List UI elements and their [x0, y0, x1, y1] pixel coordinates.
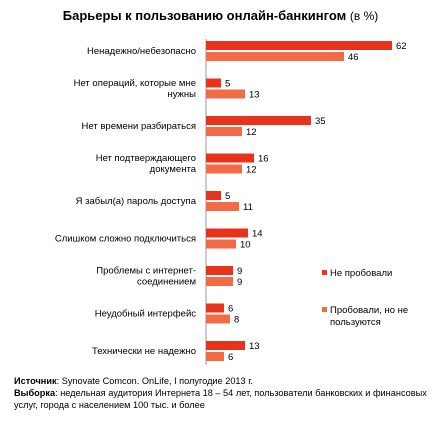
bar-s0-c4 [206, 191, 221, 200]
value-label-s0-c4: 5 [225, 191, 230, 202]
value-label-s0-c1: 5 [225, 79, 230, 90]
source-label: Источник [14, 376, 57, 386]
value-label-s0-c7: 6 [228, 304, 233, 315]
bar-s1-c1 [206, 89, 245, 99]
sample-note: Выборка: недельная аудитория Интернета 1… [14, 387, 434, 411]
sample-label: Выборка [14, 388, 56, 399]
bar-chart: Ненадежно/небезопасно 62 46 Нет операций, к… [55, 39, 408, 365]
value-label-s1-c0: 46 [348, 52, 359, 63]
value-label-s1-c7: 8 [234, 315, 239, 326]
bar-s0-c1 [206, 78, 221, 88]
value-label-s0-c3: 16 [258, 154, 269, 165]
bar-s0-c5 [206, 228, 248, 238]
bar-s0-c6 [206, 266, 233, 275]
bar-s1-c7 [206, 314, 230, 324]
chart-footer: Источник: Synovate Comcon. OnLife, I пол… [14, 375, 434, 412]
value-label-s0-c0: 62 [396, 41, 407, 52]
bar-s0-c2 [206, 116, 311, 125]
category-label-8: Технически не надежно [92, 346, 196, 357]
bar-s1-c0 [206, 52, 344, 61]
category-label-1: Нет операций, которые мне нужны [74, 78, 197, 100]
legend-swatch-1 [322, 307, 327, 312]
bar-s1-c2 [206, 127, 242, 136]
category-label-0: Ненадежно/небезопасно [87, 46, 196, 57]
legend-label-0: Не пробовали [330, 268, 392, 279]
value-label-s1-c5: 10 [240, 240, 251, 251]
legend-swatch-0 [322, 270, 327, 275]
value-label-s0-c5: 14 [252, 229, 263, 240]
value-label-s0-c2: 35 [315, 116, 326, 127]
bar-s0-c0 [206, 41, 392, 50]
sample-text: : недельная аудитория Интернета 18 – 54 … [14, 388, 427, 411]
value-label-s1-c2: 12 [246, 127, 257, 138]
value-label-s1-c6: 9 [237, 277, 242, 288]
category-label-5: Слишком сложно подключиться [55, 234, 196, 245]
category-label-7: Неудобный интерфейс [95, 309, 197, 320]
value-label-s1-c8: 6 [228, 352, 233, 363]
bar-s1-c5 [206, 239, 236, 249]
legend-label-1: Пробовали, но не пользуются [330, 305, 408, 328]
bar-s1-c8 [206, 352, 224, 361]
category-label-4: Я забыл(а) пароль доступа [76, 196, 197, 207]
chart-title-unit: (в %) [349, 9, 379, 23]
value-label-s0-c6: 9 [237, 266, 242, 277]
value-label-s1-c3: 12 [246, 165, 257, 176]
value-label-s0-c8: 13 [249, 341, 260, 352]
category-label-2: Нет времени разбираться [82, 121, 196, 132]
chart-title-text: Барьеры к пользованию онлайн-банкингом [62, 8, 347, 23]
bar-s1-c6 [206, 277, 233, 286]
source-text: : Synovate Comcon. OnLife, I полугодие 2… [56, 376, 253, 386]
bar-s1-c4 [206, 202, 239, 211]
value-label-s1-c1: 13 [249, 90, 260, 101]
bar-s0-c7 [206, 303, 224, 313]
bar-s0-c8 [206, 341, 245, 350]
bar-s1-c3 [206, 164, 242, 174]
chart-title: Барьеры к пользованию онлайн-банкингом (… [0, 8, 441, 23]
category-label-6: Проблемы с интернет-соединением [96, 266, 196, 288]
category-label-3: Нет подтверждающего документа [96, 153, 197, 175]
bar-s0-c3 [206, 153, 254, 163]
source-note: Источник: Synovate Comcon. OnLife, I пол… [14, 375, 434, 387]
value-label-s1-c4: 11 [243, 202, 253, 213]
